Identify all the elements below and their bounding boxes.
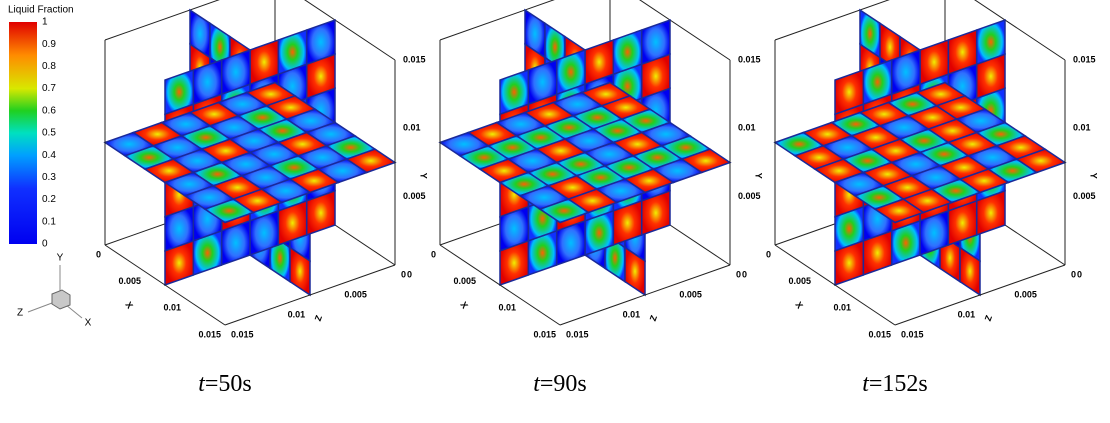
box-edge [894,264,1066,326]
x-tick-label: 0.005 [118,276,141,286]
x-tick-label: 0.01 [498,303,516,313]
caption-time: =50s [205,371,252,397]
y-tick-label: 0.005 [738,191,761,201]
x-tick-label: 0.015 [198,329,221,339]
y-tick-label: 0.01 [738,123,756,133]
caption-var: t [862,371,870,397]
y-axis-label: Y [754,173,764,179]
z-tick-label: 0.015 [231,329,254,339]
legend-label: 0.9 [42,39,56,50]
caption: t=152s [862,371,928,397]
caption-var: t [533,371,541,397]
legend-label: 0.4 [42,150,56,161]
legend-title: Liquid Fraction [8,5,74,16]
z-tick-label: 0 [1071,269,1076,279]
legend-label: 0 [42,239,48,250]
x-axis-label: X [793,300,805,311]
triad-y: Y [57,253,64,264]
triad: Y Z X [17,253,92,329]
z-axis-label: Z [648,313,659,322]
box-edge [774,244,896,326]
caption-time: =90s [540,371,587,397]
y-tick-label: 0.015 [738,54,761,64]
caption-var: t [198,371,206,397]
x-tick-label: 0 [431,249,436,259]
y-tick-label: 0.01 [1073,123,1091,133]
slice-cell [873,198,925,224]
z-tick-label: 0.005 [679,289,702,299]
x-tick-label: 0 [96,249,101,259]
caption-time: =152s [869,371,928,397]
z-tick-label: 0.005 [344,289,367,299]
y-tick-label: 0 [1077,269,1082,279]
triad-z: Z [17,308,23,319]
caption: t=90s [533,371,587,397]
slice-cell [499,68,530,116]
x-tick-label: 0 [766,249,771,259]
y-axis-label: Y [419,173,429,179]
z-tick-label: 0.015 [566,329,589,339]
slice-cell [538,198,590,224]
box-edge [439,244,561,326]
legend-label: 0.7 [42,83,56,94]
y-tick-label: 0.01 [403,123,421,133]
y-tick-label: 0.005 [403,191,426,201]
colorbar [9,22,37,244]
legend-label: 0.1 [42,216,56,227]
z-tick-label: 0.01 [288,309,306,319]
legend-labels: 1 0.9 0.8 0.7 0.6 0.5 0.4 0.3 0.2 0.1 0 [42,17,56,250]
legend-label: 0.2 [42,194,56,205]
box-edge [104,244,226,326]
z-axis-label: Z [983,313,994,322]
z-tick-label: 0 [736,269,741,279]
triad-x: X [85,318,92,329]
x-axis-label: X [458,300,470,311]
z-tick-label: 0.005 [1014,289,1037,299]
slice-cell [203,198,255,224]
box-edge [224,264,396,326]
panel: 0 0.005 0.01 0.015 0 0.005 0.01 0.015 0 0.005 0.01… [766,0,1099,397]
legend-label: 0.5 [42,128,56,139]
z-tick-label: 0.01 [623,309,641,319]
y-tick-label: 0 [742,269,747,279]
panel: 0 0.005 0.01 0.015 0 0.005 0.01 0.015 0 0.005 0.01… [431,0,764,397]
z-tick-label: 0 [401,269,406,279]
x-axis-label: X [123,300,135,311]
y-tick-label: 0.005 [1073,191,1096,201]
z-tick-label: 0.01 [958,309,976,319]
y-axis-label: Y [1089,173,1099,179]
caption: t=50s [198,371,252,397]
legend-label: 1 [42,17,48,28]
x-tick-label: 0.015 [868,329,891,339]
legend-label: 0.8 [42,61,56,72]
panel: 0 0.005 0.01 0.015 0 0.005 0.01 0.015 0 0.005 0.01… [96,0,429,397]
slice-cell [834,68,865,116]
x-tick-label: 0.015 [533,329,556,339]
x-tick-label: 0.01 [163,303,181,313]
y-tick-label: 0 [407,269,412,279]
legend-label: 0.6 [42,105,56,116]
slice-cell [164,68,195,116]
z-axis-label: Z [313,313,324,322]
legend-label: 0.3 [42,172,56,183]
z-tick-label: 0.015 [901,329,924,339]
x-tick-label: 0.01 [833,303,851,313]
x-tick-label: 0.005 [788,276,811,286]
box-edge [559,264,731,326]
x-tick-label: 0.005 [453,276,476,286]
y-tick-label: 0.015 [403,54,426,64]
y-tick-label: 0.015 [1073,54,1096,64]
